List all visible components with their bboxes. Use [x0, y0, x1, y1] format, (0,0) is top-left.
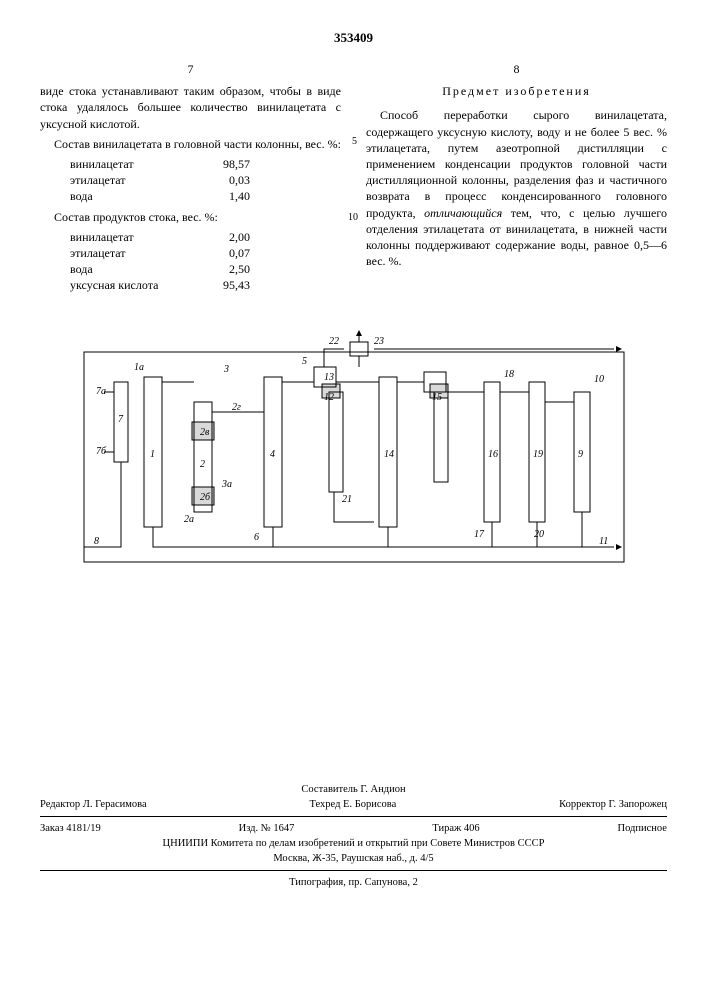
footer-izd: Изд. № 1647 — [239, 823, 295, 834]
svg-text:6: 6 — [254, 532, 259, 543]
comp2-table: винилацетат2,00 этилацетат0,07 вода2,50 … — [70, 229, 341, 294]
comp-name: уксусная кислота — [70, 277, 200, 293]
comp-row: этилацетат0,07 — [70, 245, 341, 261]
svg-text:14: 14 — [384, 449, 394, 460]
svg-text:2г: 2г — [232, 402, 241, 413]
svg-text:4: 4 — [270, 449, 275, 460]
comp-row: винилацетат2,00 — [70, 229, 341, 245]
svg-text:2б: 2б — [200, 492, 211, 503]
right-column: 8 Предмет изобретения 5 10 Способ перера… — [366, 61, 667, 297]
left-para1: виде стока устанавливают таким образом, … — [40, 83, 341, 132]
svg-text:11: 11 — [599, 536, 608, 547]
svg-text:7а: 7а — [96, 386, 106, 397]
footer-compiler: Составитель Г. Андион — [40, 782, 667, 797]
svg-text:21: 21 — [342, 494, 352, 505]
line-number-10: 10 — [348, 211, 358, 225]
svg-text:15: 15 — [432, 392, 442, 403]
col-num-left: 7 — [40, 61, 341, 77]
svg-text:7: 7 — [118, 414, 124, 425]
footer-pub: Заказ 4181/19 Изд. № 1647 Тираж 406 Подп… — [40, 821, 667, 836]
svg-text:18: 18 — [504, 369, 514, 380]
comp-name: вода — [70, 261, 200, 277]
svg-text:20: 20 — [534, 529, 544, 540]
svg-text:3а: 3а — [221, 479, 232, 490]
text-columns: 7 виде стока устанавливают таким образом… — [40, 61, 667, 297]
right-para: Способ переработки сырого винилацетата, … — [366, 107, 667, 269]
comp-row: уксусная кислота95,43 — [70, 277, 341, 293]
comp-val: 98,57 — [200, 156, 250, 172]
patent-number: 353409 — [40, 30, 667, 46]
svg-text:1а: 1а — [134, 362, 144, 373]
comp-name: этилацетат — [70, 172, 200, 188]
comp1-heading: Состав винилацетата в головной части кол… — [40, 136, 341, 152]
comp1-table: винилацетат98,57 этилацетат0,03 вода1,40 — [70, 156, 341, 205]
footer-addr: Москва, Ж-35, Раушская наб., д. 4/5 — [40, 851, 667, 866]
footer-tirazh: Тираж 406 — [432, 823, 479, 834]
comp-name: этилацетат — [70, 245, 200, 261]
comp-name: винилацетат — [70, 229, 200, 245]
comp-val: 2,50 — [200, 261, 250, 277]
comp-name: вода — [70, 188, 200, 204]
footer-typo: Типография, пр. Сапунова, 2 — [40, 875, 667, 890]
footer-podpisnoe: Подписное — [618, 823, 667, 834]
footer-techred: Техред Е. Борисова — [310, 799, 397, 810]
svg-text:2: 2 — [200, 459, 205, 470]
svg-text:9: 9 — [578, 449, 583, 460]
svg-text:7б: 7б — [96, 446, 107, 457]
comp-row: вода1,40 — [70, 188, 341, 204]
comp-name: винилацетат — [70, 156, 200, 172]
svg-text:23: 23 — [374, 336, 384, 347]
svg-text:12: 12 — [324, 392, 334, 403]
left-column: 7 виде стока устанавливают таким образом… — [40, 61, 341, 297]
para-italic: отличающийся — [424, 206, 502, 220]
svg-text:1: 1 — [150, 449, 155, 460]
comp-val: 0,03 — [200, 172, 250, 188]
footer-credits: Редактор Л. Герасимова Техред Е. Борисов… — [40, 797, 667, 812]
svg-text:17: 17 — [474, 529, 485, 540]
process-diagram: 1 1а 2 2а 2б 2в 2г 3 3а 4 5 6 7 7а 7б 8 … — [74, 322, 634, 582]
comp-val: 2,00 — [200, 229, 250, 245]
comp-val: 1,40 — [200, 188, 250, 204]
comp-row: вода2,50 — [70, 261, 341, 277]
svg-text:19: 19 — [533, 449, 543, 460]
subject-title: Предмет изобретения — [366, 83, 667, 99]
footer-corrector: Корректор Г. Запорожец — [559, 799, 667, 810]
comp-row: винилацетат98,57 — [70, 156, 341, 172]
svg-text:8: 8 — [94, 536, 99, 547]
footer-order: Заказ 4181/19 — [40, 823, 101, 834]
svg-text:2в: 2в — [200, 427, 210, 438]
comp-row: этилацетат0,03 — [70, 172, 341, 188]
svg-text:3: 3 — [223, 364, 229, 375]
footer: Составитель Г. Андион Редактор Л. Гераси… — [40, 782, 667, 890]
comp2-heading: Состав продуктов стока, вес. %: — [40, 209, 341, 225]
footer-org: ЦНИИПИ Комитета по делам изобретений и о… — [40, 836, 667, 851]
svg-text:22: 22 — [329, 336, 339, 347]
svg-text:10: 10 — [594, 374, 604, 385]
svg-text:2а: 2а — [184, 514, 194, 525]
line-number-5: 5 — [352, 135, 357, 149]
svg-text:16: 16 — [488, 449, 498, 460]
svg-text:13: 13 — [324, 372, 334, 383]
comp-val: 95,43 — [200, 277, 250, 293]
col-num-right: 8 — [366, 61, 667, 77]
para-text: Способ переработки сырого винилацетата, … — [366, 108, 667, 219]
comp-val: 0,07 — [200, 245, 250, 261]
svg-text:5: 5 — [302, 356, 307, 367]
footer-editor: Редактор Л. Герасимова — [40, 799, 147, 810]
